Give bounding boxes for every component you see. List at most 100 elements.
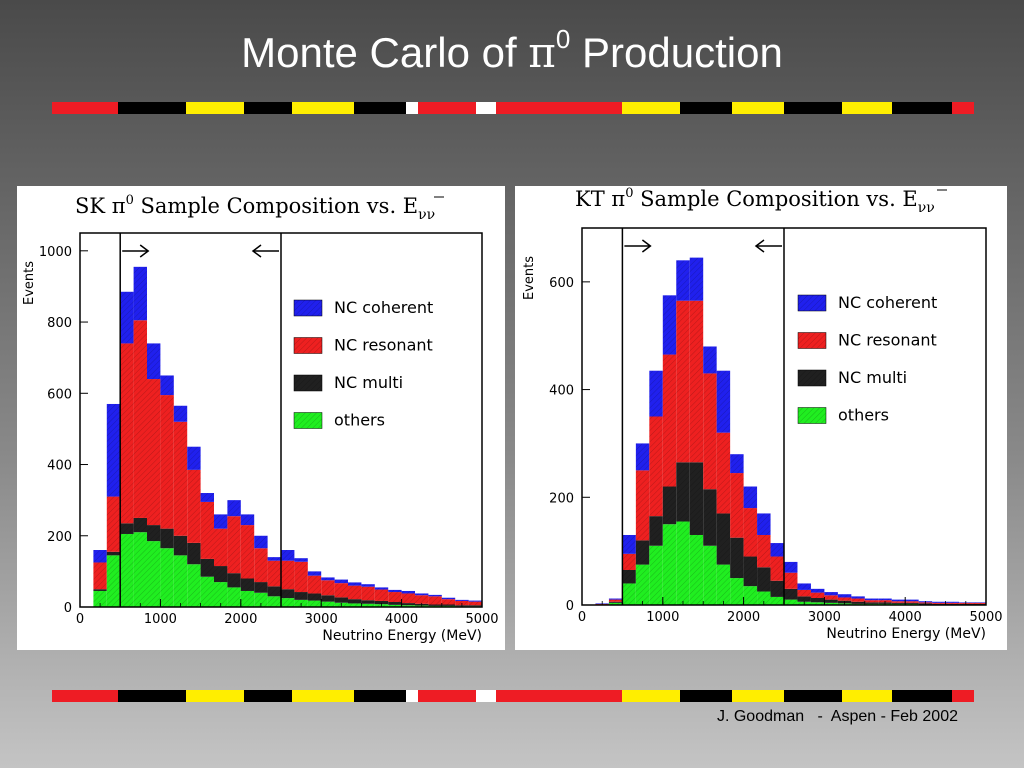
bar-segment-nc-resonant — [730, 473, 744, 538]
stripe-segment — [784, 690, 842, 702]
stripe-segment — [732, 102, 784, 114]
bar-segment-nc-multi — [608, 601, 623, 603]
bar-segment-nc-multi — [945, 603, 960, 605]
bar-segment-others — [200, 576, 215, 607]
bar-segment-nc-multi — [784, 588, 798, 600]
stripe-segment — [732, 690, 784, 702]
bar-segment-nc-multi — [972, 603, 986, 605]
y-tick-label: 0 — [64, 601, 72, 616]
bar-segment-nc-resonant — [294, 561, 308, 593]
bar-segment-others — [730, 578, 744, 605]
stripe-segment — [842, 690, 892, 702]
bar-segment-others — [662, 524, 677, 605]
bar-segment-nc-multi — [757, 567, 771, 592]
bar-segment-nc-multi — [441, 604, 456, 606]
bar-segment-others — [133, 532, 148, 607]
bar-segment-others — [347, 603, 362, 607]
bar-segment-nc-resonant — [676, 300, 690, 463]
bar-segment-nc-multi — [905, 602, 919, 604]
bar-segment-nc-coherent — [441, 597, 456, 600]
bar-segment-others — [770, 596, 784, 605]
bar-segment-nc-multi — [321, 595, 335, 602]
bar-segment-nc-coherent — [214, 514, 228, 529]
stripe-segment — [292, 690, 354, 702]
bar-segment-others — [824, 602, 838, 605]
bar-segment-nc-multi — [428, 604, 442, 606]
bar-segment-nc-resonant — [415, 595, 429, 604]
chart-title-subscript: νν — [418, 207, 435, 223]
x-tick-label: 1000 — [144, 612, 177, 627]
y-axis-label: Events — [22, 261, 37, 305]
bar-segment-nc-multi — [676, 462, 690, 522]
bar-segment-nc-coherent — [932, 601, 946, 603]
bar-segment-nc-resonant — [441, 599, 456, 605]
bar-segment-nc-coherent — [810, 588, 825, 593]
bar-segment-others — [120, 533, 134, 607]
bar-segment-others — [267, 596, 281, 607]
bar-segment-nc-resonant — [106, 496, 121, 552]
bar-segment-others — [622, 583, 636, 605]
chart-title-subscript: νν — [918, 200, 935, 216]
chart-title-main: Sample Composition vs. E — [134, 194, 418, 218]
bar-segment-others — [160, 548, 174, 607]
chart-panel-sk: SK π0 Sample Composition vs. Eνν 0 1000 200… — [17, 186, 505, 650]
bar-segment-nc-multi — [334, 597, 349, 603]
stripe-segment — [892, 690, 952, 702]
bar-segment-others — [254, 592, 268, 607]
bar-segment-nc-multi — [662, 486, 677, 525]
x-tick-label: 1000 — [646, 610, 679, 625]
bar-segment-nc-coherent — [227, 500, 241, 517]
legend-swatch-nc-multi — [293, 374, 323, 392]
bar-segment-nc-multi — [187, 542, 201, 565]
bar-segment-nc-coherent — [784, 561, 798, 573]
bar-segment-nc-resonant — [784, 572, 798, 589]
bar-segment-nc-resonant — [743, 508, 758, 557]
cut-arrowhead-left — [251, 244, 262, 258]
x-axis-label: Neutrino Energy (MeV) — [322, 628, 482, 644]
bar-segment-others — [401, 605, 416, 607]
bar-segment-nc-coherent — [146, 343, 161, 380]
bar-segment-nc-resonant — [891, 601, 906, 603]
bar-segment-nc-resonant — [703, 373, 717, 490]
bar-segment-nc-resonant — [837, 597, 852, 601]
stripe-segment — [418, 690, 476, 702]
x-tick-label: 3000 — [808, 610, 841, 625]
bar-segment-nc-multi — [214, 566, 228, 583]
bar-segment-nc-resonant — [851, 598, 865, 602]
bar-segment-nc-resonant — [133, 320, 148, 518]
bar-segment-nc-resonant — [797, 589, 811, 597]
stripe-segment — [118, 102, 186, 114]
bar-segment-others — [388, 604, 402, 607]
bar-segment-nc-multi — [932, 603, 946, 605]
bar-segment-nc-multi — [730, 537, 744, 579]
legend-swatch-nc-coherent — [797, 294, 827, 312]
y-axis-label: Events — [522, 256, 537, 300]
bar-segment-nc-resonant — [649, 416, 663, 517]
stripe-segment — [622, 102, 680, 114]
stripe-segment — [496, 102, 622, 114]
bar-segment-nc-resonant — [374, 589, 389, 601]
stripe-segment — [118, 690, 186, 702]
x-axis-label: Neutrino Energy (MeV) — [826, 626, 986, 642]
bar-segment-nc-multi — [770, 580, 784, 597]
stripe-segment — [784, 102, 842, 114]
bar-segment-nc-coherent — [757, 513, 771, 535]
x-tick-label: 0 — [578, 610, 586, 625]
stripe-segment — [406, 690, 418, 702]
bar-segment-nc-multi — [797, 596, 811, 602]
stripe-segment — [244, 690, 292, 702]
bar-segment-nc-resonant — [321, 580, 335, 596]
bar-segment-nc-resonant — [905, 601, 919, 603]
y-tick-label: 0 — [566, 599, 574, 614]
bar-segment-nc-multi — [810, 597, 825, 603]
bar-segment-nc-multi — [851, 601, 865, 604]
bar-segment-nc-resonant — [401, 593, 416, 604]
bar-segment-nc-resonant — [635, 470, 650, 541]
bar-segment-nc-coherent — [689, 257, 704, 301]
bar-segment-nc-resonant — [267, 560, 281, 587]
bar-segment-others — [716, 564, 731, 605]
bar-segment-nc-coherent — [662, 295, 677, 355]
y-tick-label: 200 — [549, 491, 574, 506]
chart-panel-kt: KT π0 Sample Composition vs. Eνν 0 1000 200… — [515, 186, 1007, 650]
